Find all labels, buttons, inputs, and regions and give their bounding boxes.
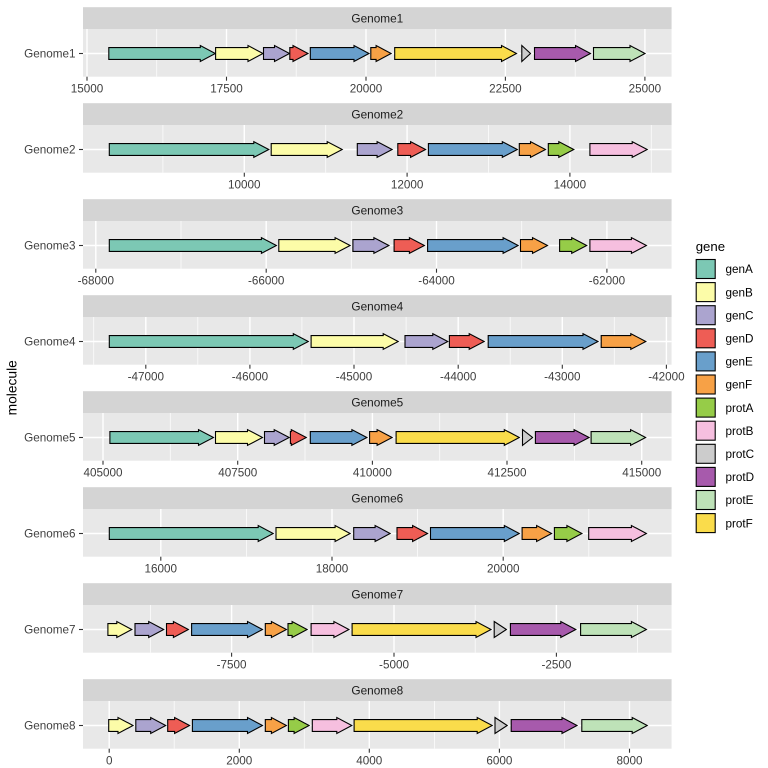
svg-text:18000: 18000 <box>316 562 349 575</box>
svg-text:Genome8: Genome8 <box>24 720 75 733</box>
svg-text:Genome6: Genome6 <box>351 491 403 505</box>
svg-text:16000: 16000 <box>145 562 178 575</box>
svg-text:genA: genA <box>726 263 754 276</box>
svg-text:-62000: -62000 <box>589 274 626 287</box>
svg-text:Genome5: Genome5 <box>24 432 76 445</box>
svg-text:Genome8: Genome8 <box>351 683 403 697</box>
svg-text:410000: 410000 <box>353 466 393 479</box>
svg-text:17500: 17500 <box>210 82 243 95</box>
svg-text:405000: 405000 <box>83 466 123 479</box>
svg-text:Genome2: Genome2 <box>351 107 403 121</box>
svg-text:Genome5: Genome5 <box>351 395 403 409</box>
svg-text:415000: 415000 <box>622 466 662 479</box>
svg-text:genB: genB <box>726 286 754 299</box>
svg-text:-46000: -46000 <box>232 370 269 383</box>
svg-text:8000: 8000 <box>616 754 643 767</box>
svg-text:Genome1: Genome1 <box>24 48 75 61</box>
svg-text:4000: 4000 <box>356 754 383 767</box>
svg-text:0: 0 <box>106 754 113 767</box>
svg-text:protF: protF <box>726 517 753 530</box>
svg-text:-66000: -66000 <box>248 274 285 287</box>
svg-text:-43000: -43000 <box>544 370 581 383</box>
svg-text:407500: 407500 <box>218 466 258 479</box>
svg-text:protC: protC <box>726 448 755 461</box>
svg-text:-68000: -68000 <box>78 274 115 287</box>
svg-text:molecule: molecule <box>5 360 20 416</box>
svg-text:genD: genD <box>726 333 754 346</box>
svg-text:protB: protB <box>726 425 754 438</box>
svg-text:Genome6: Genome6 <box>24 528 75 541</box>
svg-text:25000: 25000 <box>629 82 662 95</box>
svg-text:genF: genF <box>726 379 753 392</box>
svg-text:14000: 14000 <box>554 178 587 191</box>
svg-text:Genome7: Genome7 <box>24 624 75 637</box>
svg-text:15000: 15000 <box>71 82 104 95</box>
svg-text:20000: 20000 <box>487 562 520 575</box>
svg-text:protE: protE <box>726 494 754 507</box>
svg-text:2000: 2000 <box>226 754 253 767</box>
svg-text:Genome7: Genome7 <box>351 587 403 601</box>
svg-text:-5000: -5000 <box>379 658 409 671</box>
svg-text:Genome2: Genome2 <box>24 144 75 157</box>
svg-text:-47000: -47000 <box>128 370 165 383</box>
svg-text:-42000: -42000 <box>648 370 685 383</box>
svg-text:-44000: -44000 <box>440 370 477 383</box>
svg-text:Genome1: Genome1 <box>351 11 403 25</box>
svg-text:Genome3: Genome3 <box>24 240 75 253</box>
svg-text:-7500: -7500 <box>217 658 247 671</box>
svg-text:-45000: -45000 <box>336 370 373 383</box>
svg-text:10000: 10000 <box>228 178 261 191</box>
svg-text:genE: genE <box>726 356 754 369</box>
svg-text:-2500: -2500 <box>541 658 571 671</box>
svg-text:22500: 22500 <box>489 82 522 95</box>
svg-text:412500: 412500 <box>487 466 527 479</box>
svg-text:Genome3: Genome3 <box>351 203 403 217</box>
svg-text:20000: 20000 <box>350 82 383 95</box>
svg-text:genC: genC <box>726 309 754 322</box>
svg-text:protA: protA <box>726 402 754 415</box>
svg-text:12000: 12000 <box>391 178 424 191</box>
svg-text:-64000: -64000 <box>418 274 455 287</box>
svg-text:Genome4: Genome4 <box>24 336 76 349</box>
svg-text:protD: protD <box>726 471 755 484</box>
svg-text:6000: 6000 <box>486 754 513 767</box>
svg-text:Genome4: Genome4 <box>351 299 403 313</box>
svg-text:gene: gene <box>696 239 725 254</box>
